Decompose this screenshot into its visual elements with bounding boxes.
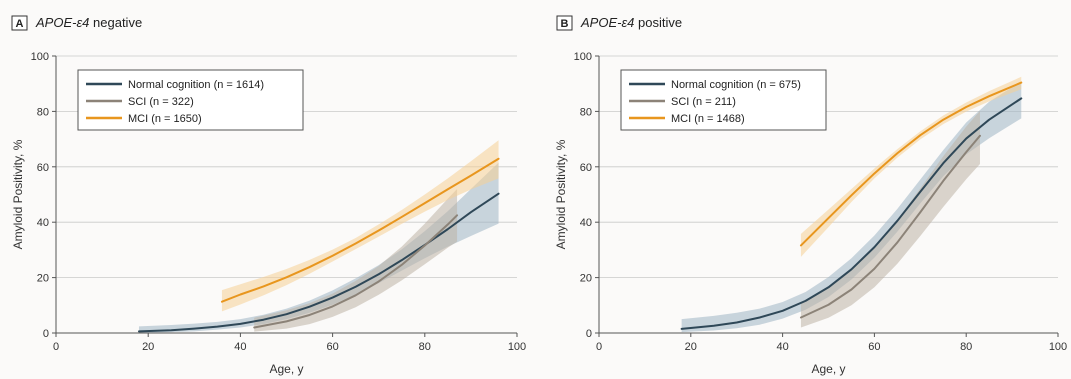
- x-axis-label: Age, y: [811, 362, 845, 376]
- legend-label-normal: Normal cognition (n = 1614): [128, 79, 264, 91]
- ci-band-mci: [221, 140, 499, 312]
- y-tick-label: 60: [580, 162, 592, 174]
- series-line-normal: [137, 192, 500, 333]
- panel-title-status: positive: [634, 15, 682, 30]
- y-axis-label: Amyloid Positivity, %: [11, 139, 25, 249]
- panel-title: APOE-ε4 negative: [35, 15, 142, 30]
- panel-letter-box: [11, 15, 28, 31]
- panel-letter: A: [16, 18, 24, 30]
- ci-band-normal: [681, 81, 1022, 333]
- panel-letter: B: [561, 18, 569, 30]
- series-line-sci: [799, 134, 981, 319]
- legend-label-mci: MCI (n = 1650): [128, 113, 202, 125]
- y-tick-label: 20: [580, 273, 592, 285]
- panel-title-status: negative: [89, 15, 142, 30]
- y-tick-label: 0: [586, 328, 592, 340]
- x-tick-label: 40: [776, 341, 788, 353]
- panel-a: A APOE-ε4 negative 0 20 40 60 80 100 0 20 40 60 80 10…: [11, 15, 526, 376]
- y-tick-label: 100: [31, 51, 49, 63]
- ci-band-mci: [800, 76, 1022, 257]
- y-tick-label: 20: [37, 273, 49, 285]
- panel-title-gene: APOE-ε4: [35, 15, 89, 30]
- legend-label-normal: Normal cognition (n = 675): [671, 79, 801, 91]
- x-tick-label: 100: [508, 341, 526, 353]
- legend-label-sci: SCI (n = 322): [128, 96, 194, 108]
- series-line-mci: [220, 157, 500, 303]
- x-tick-label: 60: [326, 341, 338, 353]
- y-tick-label: 60: [37, 162, 49, 174]
- y-tick-label: 40: [37, 217, 49, 229]
- x-tick-label: 0: [596, 341, 602, 353]
- x-tick-label: 100: [1049, 341, 1067, 353]
- y-axis-label: Amyloid Positivity, %: [554, 139, 568, 249]
- panel-letter-box: [556, 15, 573, 31]
- legend-label-sci: SCI (n = 211): [671, 96, 736, 108]
- x-tick-label: 80: [419, 341, 431, 353]
- panel-b: B APOE-ε4 positive 0 20 40 60 80 100 0 20 40 60 80 10…: [554, 15, 1067, 376]
- x-tick-label: 40: [234, 341, 246, 353]
- x-tick-label: 80: [960, 341, 972, 353]
- y-tick-label: 100: [574, 51, 592, 63]
- x-tick-label: 20: [142, 341, 154, 353]
- series-line-normal: [680, 97, 1023, 330]
- series-line-sci: [253, 214, 459, 329]
- x-tick-label: 60: [868, 341, 880, 353]
- y-tick-label: 0: [43, 328, 49, 340]
- x-tick-label: 0: [53, 341, 59, 353]
- legend-label-mci: MCI (n = 1468): [671, 113, 745, 125]
- y-tick-label: 80: [580, 106, 592, 118]
- x-axis-label: Age, y: [269, 362, 303, 376]
- panel-title: APOE-ε4 positive: [580, 15, 682, 30]
- y-tick-label: 80: [37, 106, 49, 118]
- series-line-mci: [799, 81, 1023, 247]
- panel-title-gene: APOE-ε4: [580, 15, 634, 30]
- x-tick-label: 20: [685, 341, 697, 353]
- ci-band-sci: [800, 110, 980, 328]
- y-tick-label: 40: [580, 217, 592, 229]
